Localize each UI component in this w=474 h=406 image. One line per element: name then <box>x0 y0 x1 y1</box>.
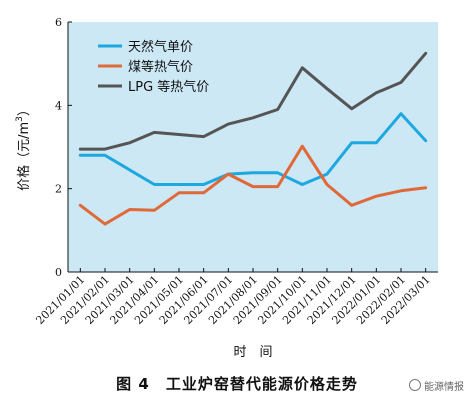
y-tick-label: 4 <box>55 99 62 112</box>
watermark-text: 能源情报 <box>424 382 464 393</box>
legend-label-1: 天然气单价 <box>128 39 193 55</box>
y-axis-title-close: ） <box>17 103 32 116</box>
chart: 0 2 4 6 2021/01/012021/02/012021/03/012021/… <box>15 16 438 360</box>
y-tick-label: 2 <box>55 183 62 196</box>
figure-caption: 图 4 工业炉窑替代能源价格走势 <box>116 375 358 393</box>
y-axis-title-sup: 3 <box>15 116 25 122</box>
series-line-3 <box>78 51 428 151</box>
y-axis-title-main: 价格（元/m <box>16 122 32 191</box>
y-axis-title: 价格（元/m3） <box>15 103 32 191</box>
plot-lines <box>78 51 428 226</box>
x-axis: 2021/01/012021/02/012021/03/012021/04/01… <box>33 268 438 327</box>
series-line-2 <box>78 144 428 226</box>
x-axis-title: 时 间 <box>233 345 272 360</box>
wechat-icon <box>409 379 421 391</box>
series-line-1 <box>78 112 428 186</box>
y-tick-label: 0 <box>55 266 62 279</box>
plot-background <box>68 22 438 272</box>
legend-label-3: LPG 等热气价 <box>128 79 209 95</box>
watermark: 能源情报 <box>409 378 464 393</box>
y-tick-label: 6 <box>55 16 62 29</box>
legend-label-2: 煤等热气价 <box>128 59 193 75</box>
